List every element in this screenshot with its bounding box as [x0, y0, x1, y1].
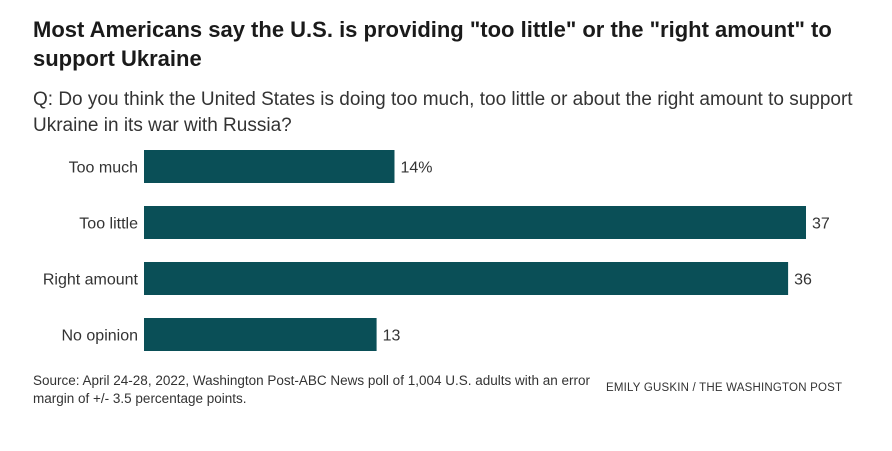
value-label-too-much: 14%: [400, 160, 432, 177]
value-label-no-opinion: 13: [383, 328, 401, 345]
bar-right-amount: [144, 262, 789, 295]
credit-line: EMILY GUSKIN / THE WASHINGTON POST: [606, 382, 843, 394]
bar-chart: Too much 14% Too little 37 Right amount 36 No …: [43, 150, 830, 351]
source-note: Source: April 24-28, 2022, Washington Po…: [33, 373, 591, 406]
category-label-no-opinion: No opinion: [62, 328, 139, 345]
category-label-right-amount: Right amount: [43, 272, 139, 289]
chart-subtitle: Q: Do you think the United States is doi…: [33, 89, 853, 136]
value-label-right-amount: 36: [794, 272, 812, 289]
bar-too-little: [144, 206, 806, 239]
value-label-too-little: 37: [812, 216, 830, 233]
chart-title: Most Americans say the U.S. is providing…: [33, 17, 832, 71]
category-label-too-little: Too little: [79, 216, 138, 233]
bar-no-opinion: [144, 318, 377, 351]
category-label-too-much: Too much: [69, 160, 138, 177]
bar-too-much: [144, 150, 395, 183]
